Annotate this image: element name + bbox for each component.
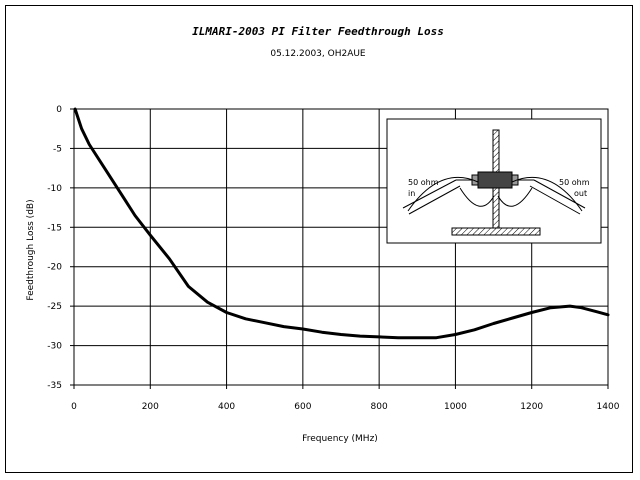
x-tick-label: 800 xyxy=(371,402,388,412)
x-axis-ticks: 0 200 400 600 800 1000 1200 1400 xyxy=(71,385,620,412)
inset-right-label-1: 50 ohm xyxy=(559,178,590,187)
x-tick-label: 600 xyxy=(294,402,311,412)
y-tick-label: -10 xyxy=(47,184,62,194)
y-tick-label: -5 xyxy=(53,144,62,154)
inset-right-arc-top xyxy=(511,176,583,212)
chart-frame xyxy=(5,5,633,473)
x-tick-label: 1200 xyxy=(520,402,543,412)
inset-left-cable-a xyxy=(402,179,457,209)
x-tick-label: 200 xyxy=(142,402,159,412)
inset-left-label-2: in xyxy=(408,189,415,198)
x-tick-label: 1400 xyxy=(597,402,620,412)
y-axis-label: Feedthrough Loss (dB) xyxy=(26,199,36,300)
chart-title: ILMARI-2003 PI Filter Feedthrough Loss xyxy=(192,25,444,38)
inset-filter-diagram: 50 ohm in 50 ohm out xyxy=(386,118,602,244)
inset-right-arc-bottom xyxy=(497,187,533,207)
inset-left-cable-b xyxy=(408,185,461,215)
inset-ground-plate xyxy=(451,227,541,236)
inset-left-label-1: 50 ohm xyxy=(408,178,439,187)
x-tick-label: 400 xyxy=(218,402,235,412)
inset-left-arc-top xyxy=(407,176,479,212)
inset-left-arc-bottom xyxy=(459,187,495,207)
y-tick-label: -30 xyxy=(47,342,62,352)
inset-filter-body xyxy=(477,171,513,189)
series-line xyxy=(73,107,610,340)
y-tick-label: -25 xyxy=(47,302,62,312)
y-tick-label: 0 xyxy=(56,105,62,115)
y-axis-ticks: 0 -5 -10 -15 -20 -25 -30 -35 xyxy=(47,105,74,391)
y-tick-label: -20 xyxy=(47,263,62,273)
x-tick-label: 1000 xyxy=(444,402,467,412)
chart-subtitle: 05.12.2003, OH2AUE xyxy=(270,49,366,59)
inset-right-cable-b xyxy=(529,185,581,215)
x-axis-label: Frequency (MHz) xyxy=(302,434,378,444)
x-tick-label: 0 xyxy=(71,402,77,412)
y-tick-label: -35 xyxy=(47,381,62,391)
y-tick-label: -15 xyxy=(47,223,62,233)
inset-right-label-2: out xyxy=(574,189,587,198)
